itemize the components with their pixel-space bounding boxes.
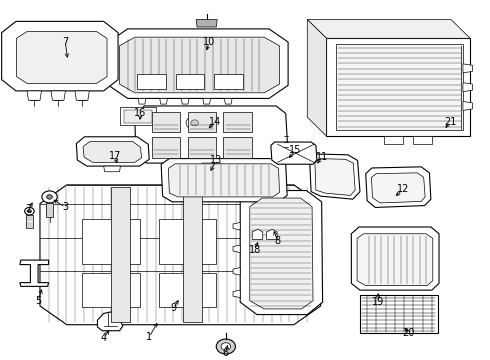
- Polygon shape: [161, 158, 287, 202]
- Polygon shape: [336, 44, 463, 130]
- Polygon shape: [233, 222, 240, 230]
- Text: 12: 12: [397, 184, 409, 194]
- Bar: [82, 219, 140, 264]
- Bar: [223, 112, 252, 132]
- Polygon shape: [267, 229, 277, 239]
- Circle shape: [186, 116, 203, 130]
- Circle shape: [42, 191, 57, 203]
- Polygon shape: [20, 260, 49, 287]
- Circle shape: [24, 207, 34, 215]
- Polygon shape: [75, 91, 89, 100]
- Text: 1: 1: [146, 332, 152, 342]
- Text: 6: 6: [223, 348, 229, 358]
- Polygon shape: [104, 166, 121, 172]
- Polygon shape: [357, 234, 433, 285]
- Polygon shape: [463, 102, 472, 111]
- Polygon shape: [108, 29, 288, 98]
- Polygon shape: [233, 245, 240, 253]
- Text: 9: 9: [170, 303, 176, 313]
- Bar: [223, 137, 252, 158]
- Text: 3: 3: [62, 202, 69, 212]
- Circle shape: [191, 120, 198, 126]
- Text: 2: 2: [25, 204, 31, 214]
- Polygon shape: [46, 203, 53, 217]
- Circle shape: [221, 343, 231, 350]
- Text: 13: 13: [210, 156, 222, 166]
- Text: 4: 4: [100, 333, 107, 343]
- Polygon shape: [326, 38, 470, 136]
- Circle shape: [27, 210, 31, 213]
- Bar: [121, 107, 156, 126]
- Bar: [159, 273, 216, 307]
- Polygon shape: [233, 267, 240, 275]
- Text: 15: 15: [289, 145, 301, 155]
- Bar: [188, 137, 216, 158]
- Text: 16: 16: [134, 108, 147, 118]
- Bar: [175, 74, 204, 89]
- Bar: [82, 273, 140, 307]
- Polygon shape: [76, 137, 149, 166]
- Text: 8: 8: [274, 235, 281, 246]
- Polygon shape: [463, 83, 472, 92]
- Circle shape: [47, 195, 52, 199]
- Polygon shape: [307, 19, 326, 136]
- Bar: [151, 137, 180, 158]
- Polygon shape: [98, 312, 123, 331]
- Polygon shape: [17, 32, 107, 84]
- Text: 14: 14: [209, 117, 221, 127]
- Bar: [188, 112, 216, 132]
- Polygon shape: [169, 164, 279, 197]
- Polygon shape: [366, 167, 431, 207]
- Polygon shape: [413, 136, 432, 144]
- Polygon shape: [233, 290, 240, 298]
- Polygon shape: [307, 19, 470, 38]
- Polygon shape: [26, 215, 33, 228]
- Polygon shape: [463, 64, 472, 73]
- Text: 18: 18: [248, 244, 261, 255]
- Polygon shape: [240, 190, 322, 315]
- Polygon shape: [224, 98, 232, 104]
- Bar: [360, 295, 438, 333]
- Polygon shape: [203, 98, 211, 104]
- Bar: [124, 111, 152, 123]
- Text: 21: 21: [444, 117, 456, 127]
- Text: 10: 10: [203, 37, 215, 47]
- Polygon shape: [138, 98, 146, 104]
- Polygon shape: [310, 154, 360, 199]
- Text: 7: 7: [62, 37, 69, 47]
- Circle shape: [216, 339, 235, 354]
- Polygon shape: [160, 98, 168, 104]
- Polygon shape: [196, 19, 217, 27]
- Polygon shape: [1, 21, 118, 91]
- Bar: [159, 219, 216, 264]
- Polygon shape: [202, 163, 221, 168]
- Text: 5: 5: [35, 296, 41, 306]
- Polygon shape: [271, 142, 317, 164]
- Polygon shape: [250, 198, 313, 309]
- Polygon shape: [120, 37, 279, 93]
- Polygon shape: [181, 98, 189, 104]
- Polygon shape: [315, 158, 355, 195]
- Bar: [214, 74, 243, 89]
- Text: 20: 20: [403, 328, 415, 338]
- Polygon shape: [83, 141, 142, 162]
- Polygon shape: [51, 91, 65, 100]
- Text: 17: 17: [108, 150, 121, 161]
- Polygon shape: [27, 91, 42, 100]
- Polygon shape: [183, 187, 202, 322]
- Bar: [137, 74, 166, 89]
- Polygon shape: [351, 227, 439, 290]
- Text: 11: 11: [316, 152, 328, 162]
- Polygon shape: [371, 173, 425, 203]
- Polygon shape: [135, 106, 288, 163]
- Polygon shape: [111, 187, 130, 322]
- Text: 19: 19: [372, 297, 384, 307]
- Polygon shape: [252, 229, 263, 239]
- Polygon shape: [384, 136, 403, 144]
- Polygon shape: [40, 185, 320, 325]
- Bar: [151, 112, 180, 132]
